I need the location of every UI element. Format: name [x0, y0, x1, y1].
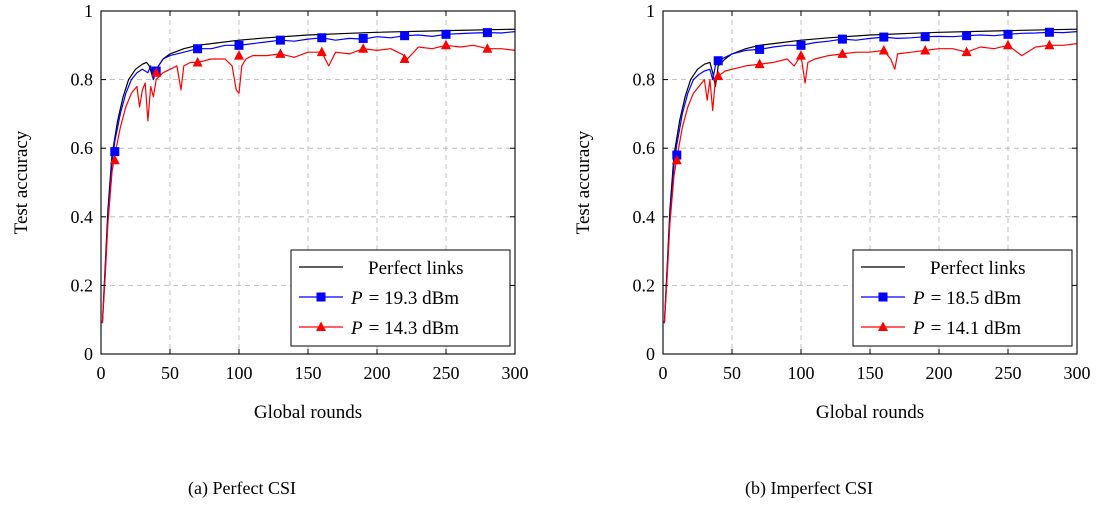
- x-tick-label: 150: [295, 363, 322, 383]
- data-point-triangle: [878, 44, 889, 55]
- data-point-square: [441, 29, 451, 39]
- data-point-square: [1044, 27, 1054, 37]
- data-point-triangle: [192, 56, 203, 67]
- legend-marker-square: [878, 292, 888, 302]
- caption-b: (b) Imperfect CSI: [745, 478, 873, 498]
- data-point-triangle: [920, 44, 931, 55]
- data-point-triangle: [1044, 39, 1055, 50]
- data-point-square: [275, 35, 285, 45]
- x-tick-label: 250: [433, 363, 460, 383]
- data-point-triangle: [796, 50, 806, 60]
- data-point-square: [234, 40, 244, 50]
- legend-label-value: = 18.5 dBm: [931, 288, 1022, 309]
- data-point-triangle: [837, 48, 848, 58]
- x-tick-label: 200: [364, 363, 391, 383]
- data-point-square: [1003, 29, 1013, 39]
- data-point-square: [358, 33, 368, 43]
- y-axis-label: Test accuracy: [11, 130, 32, 234]
- data-point-triangle: [109, 154, 120, 165]
- legend-label: P = 14.3 dBm: [350, 318, 459, 339]
- y-tick-label: 0: [646, 344, 655, 364]
- legend-box: [290, 249, 511, 347]
- data-point-triangle: [671, 154, 682, 165]
- y-tick-label: 0.2: [633, 275, 656, 295]
- y-tick-label: 0.8: [71, 70, 94, 90]
- y-tick-label: 0.6: [633, 138, 656, 158]
- data-point-square: [962, 31, 972, 41]
- x-tick-label: 300: [502, 363, 529, 383]
- y-tick-label: 0.2: [71, 275, 94, 295]
- legend-marker-triangle: [878, 321, 888, 331]
- legend-label: Perfect links: [930, 258, 1026, 279]
- data-point-triangle: [441, 39, 451, 50]
- data-point-triangle: [358, 43, 369, 53]
- legend-label-value: = 14.3 dBm: [369, 318, 460, 339]
- legend-label: P = 18.5 dBm: [912, 288, 1021, 309]
- legend-label-variable: P: [350, 318, 363, 339]
- y-tick-label: 0.4: [633, 207, 656, 227]
- data-point-square: [482, 28, 492, 38]
- legend-label-value: = 14.1 dBm: [931, 318, 1022, 339]
- data-point-triangle: [399, 53, 410, 64]
- caption-a: (a) Perfect CSI: [188, 478, 296, 498]
- data-point-square: [755, 44, 765, 54]
- data-point-square: [920, 32, 930, 42]
- data-point-square: [110, 147, 120, 157]
- legend-label-variable: P: [912, 318, 925, 339]
- x-axis-label: Global rounds: [254, 402, 362, 423]
- legend-label-variable: P: [912, 288, 925, 309]
- data-point-square: [317, 33, 327, 43]
- data-point-triangle: [151, 67, 162, 77]
- chart-panel-a: 0 50 100 150 200 250 300 0 0.2 0.4 0.6 0.8 1 Global r…: [11, 1, 529, 423]
- data-point-square: [837, 34, 847, 44]
- legend-label: P = 19.3 dBm: [350, 288, 459, 309]
- data-point-square: [193, 44, 203, 54]
- series-line-0: [663, 28, 1078, 324]
- y-tick-label: 0: [84, 344, 93, 364]
- data-point-triangle: [961, 46, 972, 57]
- x-tick-label: 100: [788, 363, 815, 383]
- data-point-triangle: [713, 70, 724, 81]
- x-tick-label: 300: [1064, 363, 1091, 383]
- data-point-triangle: [754, 58, 765, 69]
- x-tick-label: 0: [97, 363, 106, 383]
- legend-box: [852, 249, 1073, 347]
- legend-marker-square: [316, 292, 326, 302]
- legend-label-variable: P: [350, 288, 363, 309]
- data-point-triangle: [482, 43, 493, 53]
- y-tick-label: 0.6: [71, 138, 94, 158]
- data-point-triangle: [234, 50, 244, 60]
- x-tick-label: 50: [161, 363, 179, 383]
- x-tick-label: 50: [723, 363, 741, 383]
- legend-label: P = 14.1 dBm: [912, 318, 1021, 339]
- data-point-triangle: [1003, 39, 1013, 50]
- x-tick-label: 100: [226, 363, 253, 383]
- chart-panel-b: 0 50 100 150 200 250 300 0 0.2 0.4 0.6 0.8 1 Global r…: [573, 1, 1091, 423]
- data-point-triangle: [275, 48, 286, 58]
- y-axis-label: Test accuracy: [573, 130, 594, 234]
- y-tick-label: 0.4: [71, 207, 94, 227]
- x-tick-label: 250: [995, 363, 1022, 383]
- x-tick-label: 200: [926, 363, 953, 383]
- legend-label: Perfect links: [368, 258, 464, 279]
- x-tick-label: 150: [857, 363, 884, 383]
- data-point-square: [796, 40, 806, 50]
- legend-label-value: = 19.3 dBm: [369, 288, 460, 309]
- data-point-square: [713, 56, 723, 66]
- data-point-square: [400, 31, 410, 41]
- x-axis-label: Global rounds: [816, 402, 924, 423]
- data-point-square: [879, 32, 889, 42]
- y-tick-label: 0.8: [633, 70, 656, 90]
- series-line-2: [663, 43, 1078, 324]
- x-tick-label: 0: [659, 363, 668, 383]
- y-tick-label: 1: [84, 1, 93, 21]
- legend-marker-triangle: [316, 321, 326, 331]
- y-tick-label: 1: [646, 1, 655, 21]
- data-point-triangle: [316, 46, 327, 57]
